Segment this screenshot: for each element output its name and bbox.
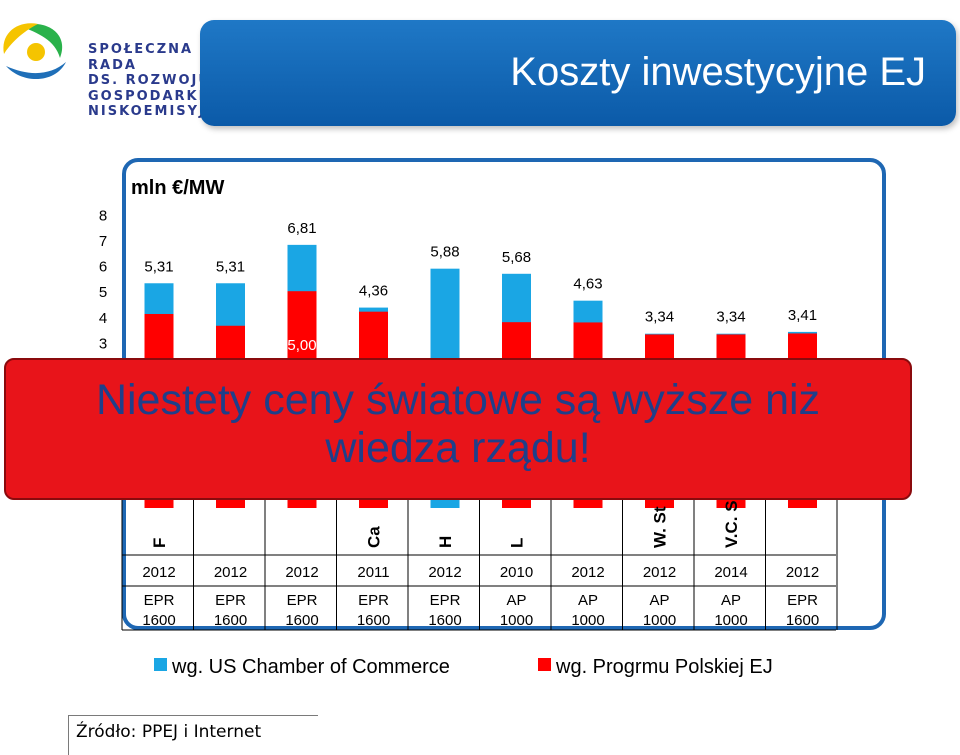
legend-label-us: wg. US Chamber of Commerce [171,656,450,678]
year-label: 2012 [142,564,175,581]
overlay-line-1: Niestety ceny światowe są wyższe niż [95,376,821,424]
reactor-power-label: 1600 [428,612,461,629]
reactor-power-label: 1000 [714,612,747,629]
data-label-pl: 5,00 [287,337,316,354]
data-label-us: 4,63 [573,276,602,293]
reactor-type-label: EPR [215,592,246,609]
reactor-power-label: 1600 [357,612,390,629]
logo-line: SPOŁECZNA RADA [88,42,194,73]
data-label-us: 5,88 [430,244,459,261]
logo-line: GOSPODARKI [88,88,206,104]
y-tick-label: 4 [99,310,107,327]
reactor-power-label: 1000 [571,612,604,629]
logo-mark-icon [3,23,66,80]
reactor-power-label: 1600 [142,612,175,629]
source-divider [68,715,318,716]
y-tick-label: 8 [99,207,107,224]
data-label-us: 6,81 [287,220,316,237]
logo-text: SPOŁECZNA RADA DS. ROZWOJU GOSPODARKI NI… [88,42,237,120]
reactor-power-label: 1000 [643,612,676,629]
unit-label: mln €/MW [131,177,224,199]
category-label: H [436,536,455,548]
overlay-line-2: wiedza rządu! [325,424,591,472]
category-label: L [508,538,527,548]
reactor-power-label: 1600 [285,612,318,629]
year-label: 2012 [428,564,461,581]
data-label-us: 5,68 [502,249,531,266]
source-divider-vertical [68,715,69,755]
logo: SPOŁECZNA RADA DS. ROZWOJU GOSPODARKI NI… [0,18,235,119]
overlay-banner: Niestety ceny światowe są wyższe niż wie… [4,358,912,500]
reactor-type-label: AP [721,592,741,609]
y-tick-label: 3 [99,335,107,352]
year-label: 2012 [214,564,247,581]
legend-label-pl: wg. Progrmu Polskiej EJ [555,656,773,678]
legend-swatch-pl [538,658,551,671]
year-label: 2012 [285,564,318,581]
reactor-type-label: EPR [787,592,818,609]
year-label: 2012 [571,564,604,581]
data-label-us: 3,41 [788,307,817,324]
data-label-us: 4,36 [359,283,388,300]
source-note: Źródło: PPEJ i Internet [76,722,262,742]
reactor-power-label: 1600 [214,612,247,629]
data-label-us: 5,31 [144,258,173,275]
year-label: 2014 [714,564,747,581]
y-tick-label: 7 [99,233,107,250]
data-label-us: 3,34 [645,309,674,326]
page-title: Koszty inwestycyjne EJ [510,50,926,94]
reactor-type-label: EPR [358,592,389,609]
reactor-type-label: AP [649,592,669,609]
logo-line: NISKOEMISYJNEJ [88,104,237,119]
category-label: F [150,538,169,548]
legend-swatch-us [154,658,167,671]
y-tick-label: 6 [99,259,107,276]
data-label-us: 5,31 [216,258,245,275]
reactor-type-label: AP [578,592,598,609]
title-banner: Koszty inwestycyjne EJ [200,20,956,126]
year-label: 2012 [643,564,676,581]
reactor-type-label: EPR [144,592,175,609]
category-label: Ca [365,526,384,548]
year-label: 2011 [357,564,389,581]
reactor-type-label: EPR [287,592,318,609]
reactor-type-label: EPR [430,592,461,609]
year-label: 2010 [500,564,533,581]
data-label-us: 3,34 [716,309,745,326]
logo-line: DS. ROZWOJU [88,73,211,88]
y-tick-label: 5 [99,284,107,301]
year-label: 2012 [786,564,819,581]
category-label: V.C. S [722,500,741,548]
reactor-power-label: 1000 [500,612,533,629]
reactor-type-label: AP [506,592,526,609]
reactor-power-label: 1600 [786,612,819,629]
category-label: W. St [651,506,670,548]
